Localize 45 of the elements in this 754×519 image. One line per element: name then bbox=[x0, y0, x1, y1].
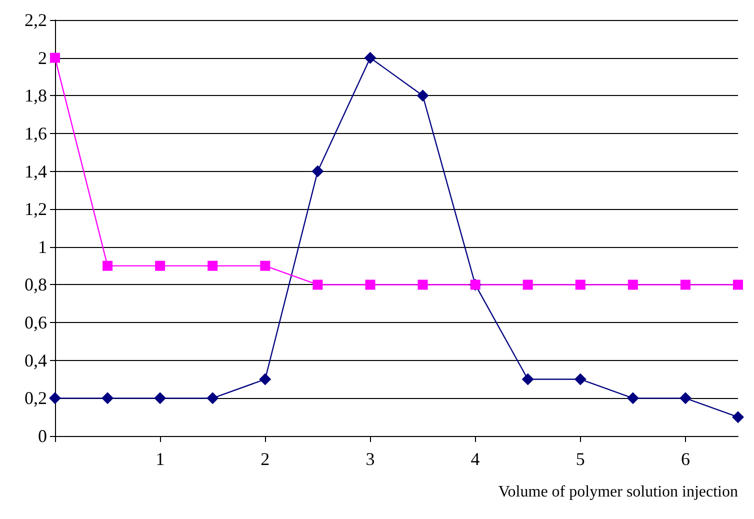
point bbox=[208, 260, 218, 271]
y-tick-label: 0,2 bbox=[24, 388, 47, 408]
point bbox=[154, 392, 166, 404]
y-tick-label: 1,8 bbox=[24, 86, 47, 106]
x-tick-label: 6 bbox=[680, 449, 690, 469]
point bbox=[260, 260, 270, 271]
point bbox=[155, 260, 166, 271]
point bbox=[259, 373, 272, 386]
point bbox=[102, 392, 114, 404]
y-tick-label: 2,2 bbox=[24, 10, 47, 30]
point bbox=[364, 52, 376, 64]
point bbox=[206, 392, 219, 404]
y-tick-label: 0,6 bbox=[24, 312, 47, 333]
point bbox=[50, 52, 60, 63]
point bbox=[733, 280, 743, 290]
point bbox=[312, 280, 323, 290]
y-tick-label: 2 bbox=[38, 48, 47, 68]
point bbox=[102, 260, 113, 271]
point bbox=[628, 280, 638, 290]
point bbox=[365, 280, 376, 290]
point bbox=[522, 373, 534, 386]
point bbox=[416, 90, 429, 102]
point bbox=[49, 392, 61, 404]
y-tick-label: 1,4 bbox=[24, 161, 47, 182]
x-tick-label: 4 bbox=[470, 449, 480, 469]
point bbox=[626, 392, 639, 404]
y-tick-label: 0 bbox=[38, 426, 47, 446]
x-tick-label: 5 bbox=[576, 449, 585, 469]
point bbox=[679, 392, 692, 404]
x-tick-label: 1 bbox=[156, 449, 165, 469]
y-tick-label: 1,2 bbox=[24, 199, 47, 220]
point bbox=[575, 280, 586, 290]
x-tick-label: 2 bbox=[260, 449, 270, 469]
y-tick-label: 1,6 bbox=[24, 123, 47, 144]
point bbox=[574, 373, 586, 386]
point bbox=[418, 280, 428, 290]
y-tick-label: 1 bbox=[38, 236, 47, 257]
point bbox=[312, 165, 324, 178]
y-tick-label: 0,8 bbox=[24, 274, 47, 295]
point bbox=[522, 280, 533, 290]
x-tick-label: 3 bbox=[366, 449, 375, 469]
point bbox=[680, 280, 690, 290]
point bbox=[732, 411, 744, 424]
y-tick-label: 0,4 bbox=[24, 350, 47, 370]
x-axis-title: Volume of polymer solution injection bbox=[498, 484, 738, 500]
